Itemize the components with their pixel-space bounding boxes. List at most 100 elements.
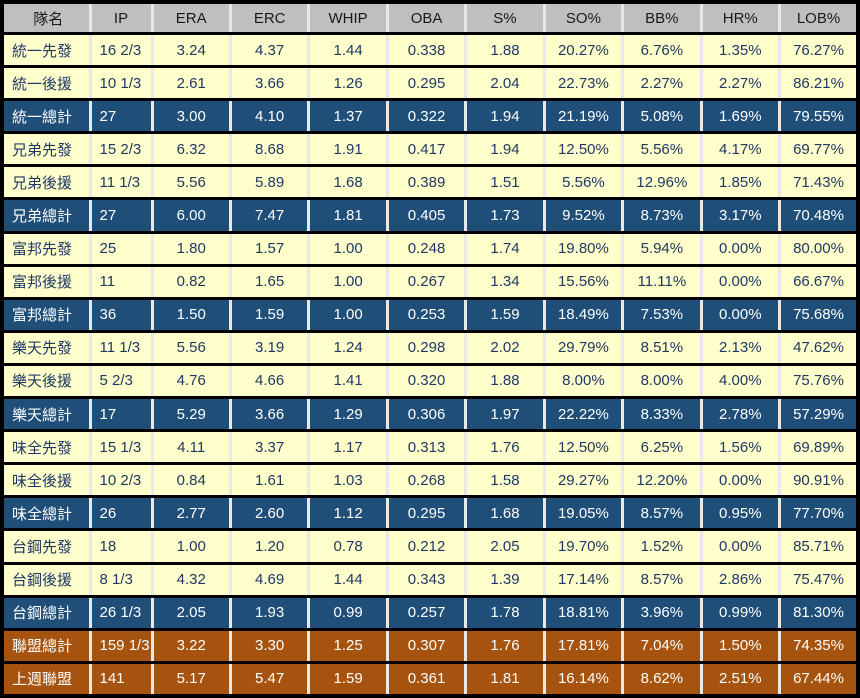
stat-value-cell: 29.27% [542, 462, 625, 499]
stat-value-cell: 12.96% [621, 164, 703, 201]
stat-value-cell: 4.17% [699, 131, 782, 168]
stat-value-cell: 22.73% [542, 65, 625, 102]
stat-value-cell: 1.39 [464, 561, 546, 598]
stat-value-cell: 75.76% [778, 362, 860, 400]
table-row: 味全總計 26 2.77 2.60 1.12 0.295 1.68 19.05% 8.57% 0.… [0, 495, 860, 532]
stat-value-cell: 3.96% [621, 594, 703, 631]
table-row: 兄弟後援 11 1/3 5.56 5.89 1.68 0.389 1.51 5.56% 12.9… [0, 164, 860, 201]
stat-value-cell: 57.29% [778, 396, 860, 433]
team-name-cell: 樂天先發 [0, 329, 92, 366]
stat-value-cell: 1.68 [307, 164, 389, 201]
stat-value-cell: 2.77 [150, 495, 232, 532]
stat-value-cell: 0.00% [699, 528, 782, 565]
stat-value-cell: 1.61 [228, 462, 311, 499]
stat-value-cell: 5.29 [150, 396, 232, 433]
stat-value-cell: 8.57% [621, 561, 703, 598]
stat-value-cell: 1.69% [699, 98, 782, 135]
stat-value-cell: 8 1/3 [88, 561, 154, 598]
stat-value-cell: 8.68 [228, 131, 311, 168]
stat-value-cell: 1.58 [464, 462, 546, 499]
stat-value-cell: 15.56% [542, 263, 625, 300]
stat-value-cell: 1.78 [464, 594, 546, 631]
stat-value-cell: 12.50% [542, 429, 625, 466]
stat-value-cell: 11 1/3 [88, 164, 154, 201]
stat-value-cell: 1.52% [621, 528, 703, 565]
stat-value-cell: 1.35% [699, 31, 782, 69]
stat-value-cell: 8.73% [621, 197, 703, 234]
stat-value-cell: 1.59 [464, 296, 546, 333]
stat-value-cell: 74.35% [778, 627, 860, 664]
stat-value-cell: 5 2/3 [88, 362, 154, 400]
stat-value-cell: 3.66 [228, 65, 311, 102]
table-row: 統一先發 16 2/3 3.24 4.37 1.44 0.338 1.88 20.27% 6.7… [0, 31, 860, 69]
stat-value-cell: 1.59 [228, 296, 311, 333]
stat-value-cell: 1.94 [464, 131, 546, 168]
stat-value-cell: 0.00% [699, 462, 782, 499]
column-header-era: ERA [150, 0, 232, 35]
header-row: 隊名 IP ERA ERC WHIP OBA S% SO% BB% HR% LO… [0, 0, 860, 35]
stat-value-cell: 1.24 [307, 329, 389, 366]
table-row: 樂天先發 11 1/3 5.56 3.19 1.24 0.298 2.02 29.79% 8.5… [0, 329, 860, 366]
stat-value-cell: 11.11% [621, 263, 703, 300]
column-header-s-pct: S% [464, 0, 546, 35]
table-row: 富邦先發 25 1.80 1.57 1.00 0.248 1.74 19.80% 5.94% 0.… [0, 230, 860, 267]
stat-value-cell: 18.49% [542, 296, 625, 333]
table-row: 聯盟總計 159 1/3 3.22 3.30 1.25 0.307 1.76 17.81% 7.… [0, 627, 860, 664]
stat-value-cell: 141 [88, 660, 154, 698]
stat-value-cell: 12.50% [542, 131, 625, 168]
stat-value-cell: 3.37 [228, 429, 311, 466]
stat-value-cell: 4.37 [228, 31, 311, 69]
stat-value-cell: 1.51 [464, 164, 546, 201]
stat-value-cell: 0.405 [385, 197, 468, 234]
stat-value-cell: 0.343 [385, 561, 468, 598]
stat-value-cell: 0.338 [385, 31, 468, 69]
stat-value-cell: 0.322 [385, 98, 468, 135]
stat-value-cell: 1.88 [464, 362, 546, 400]
stat-value-cell: 26 1/3 [88, 594, 154, 631]
stat-value-cell: 0.320 [385, 362, 468, 400]
stat-value-cell: 0.313 [385, 429, 468, 466]
stat-value-cell: 0.295 [385, 65, 468, 102]
stat-value-cell: 5.94% [621, 230, 703, 267]
stat-value-cell: 5.89 [228, 164, 311, 201]
stat-value-cell: 4.69 [228, 561, 311, 598]
stat-value-cell: 90.91% [778, 462, 860, 499]
stat-value-cell: 0.295 [385, 495, 468, 532]
stat-value-cell: 17 [88, 396, 154, 433]
table-row: 兄弟總計 27 6.00 7.47 1.81 0.405 1.73 9.52% 8.73% 3.1… [0, 197, 860, 234]
table-row: 味全後援 10 2/3 0.84 1.61 1.03 0.268 1.58 29.27% 12.… [0, 462, 860, 499]
stat-value-cell: 5.17 [150, 660, 232, 698]
team-name-cell: 兄弟後援 [0, 164, 92, 201]
table-row: 樂天總計 17 5.29 3.66 1.29 0.306 1.97 22.22% 8.33% 2.… [0, 396, 860, 433]
stat-value-cell: 11 1/3 [88, 329, 154, 366]
stat-value-cell: 0.268 [385, 462, 468, 499]
column-header-team: 隊名 [0, 0, 92, 35]
stat-value-cell: 5.56% [542, 164, 625, 201]
table-row: 上週聯盟 141 5.17 5.47 1.59 0.361 1.81 16.14% 8.62% 2… [0, 660, 860, 698]
stat-value-cell: 75.47% [778, 561, 860, 598]
stat-value-cell: 0.212 [385, 528, 468, 565]
stat-value-cell: 2.78% [699, 396, 782, 433]
stat-value-cell: 4.11 [150, 429, 232, 466]
table-row: 台鋼先發 18 1.00 1.20 0.78 0.212 2.05 19.70% 1.52% 0.… [0, 528, 860, 565]
stat-value-cell: 0.389 [385, 164, 468, 201]
stat-value-cell: 16 2/3 [88, 31, 154, 69]
stat-value-cell: 27 [88, 98, 154, 135]
table-row: 台鋼總計 26 1/3 2.05 1.93 0.99 0.257 1.78 18.81% 3.9… [0, 594, 860, 631]
stat-value-cell: 1.03 [307, 462, 389, 499]
stat-value-cell: 47.62% [778, 329, 860, 366]
stat-value-cell: 75.68% [778, 296, 860, 333]
stat-value-cell: 8.00% [542, 362, 625, 400]
stat-value-cell: 25 [88, 230, 154, 267]
stat-value-cell: 0.95% [699, 495, 782, 532]
team-name-cell: 味全後援 [0, 462, 92, 499]
stat-value-cell: 0.257 [385, 594, 468, 631]
table-row: 台鋼後援 8 1/3 4.32 4.69 1.44 0.343 1.39 17.14% 8.57… [0, 561, 860, 598]
stat-value-cell: 18.81% [542, 594, 625, 631]
stat-value-cell: 3.22 [150, 627, 232, 664]
stat-value-cell: 1.44 [307, 31, 389, 69]
stat-value-cell: 5.56% [621, 131, 703, 168]
stat-value-cell: 22.22% [542, 396, 625, 433]
stat-value-cell: 1.94 [464, 98, 546, 135]
stat-value-cell: 1.88 [464, 31, 546, 69]
